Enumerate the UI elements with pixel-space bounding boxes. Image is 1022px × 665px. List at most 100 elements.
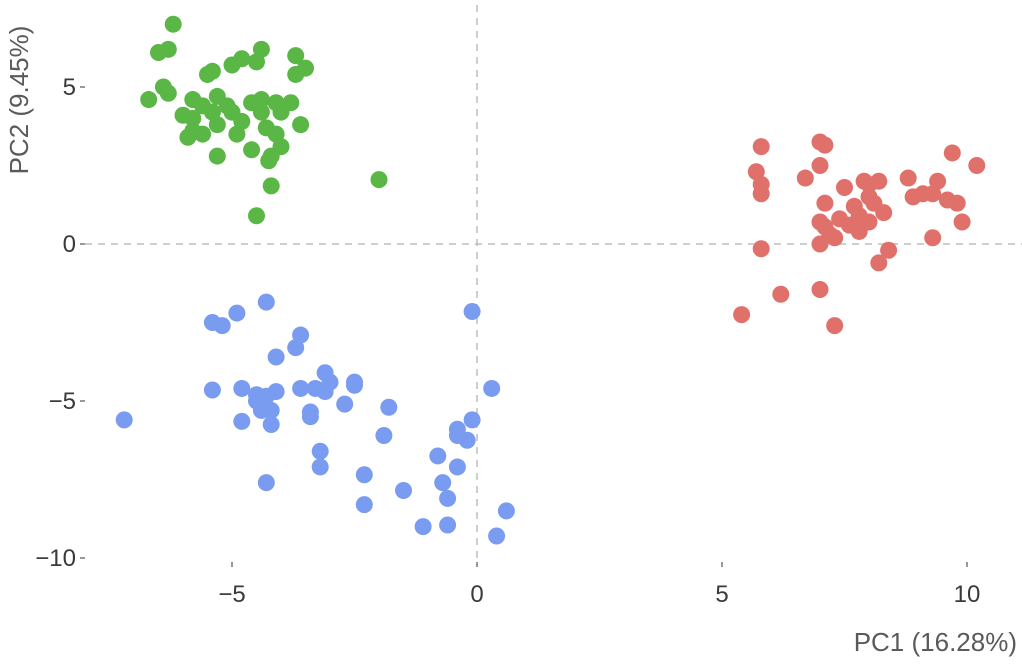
data-point <box>772 285 790 303</box>
y-tick-label: 0 <box>63 231 76 258</box>
data-point <box>257 293 275 311</box>
data-point <box>816 218 834 236</box>
y-axis-title: PC2 (9.45%) <box>4 26 34 175</box>
data-point <box>252 103 270 121</box>
data-point <box>826 317 844 335</box>
x-tick-label: 10 <box>954 581 981 608</box>
data-point <box>816 136 834 154</box>
data-point <box>287 339 305 357</box>
data-point <box>463 411 481 429</box>
data-point <box>752 185 770 203</box>
data-point <box>811 235 829 253</box>
x-tick-label: −5 <box>218 581 245 608</box>
data-point <box>880 241 898 259</box>
data-point <box>355 466 373 484</box>
axes: −5 0 5 10 −10 −5 0 5 <box>35 74 980 608</box>
data-point <box>375 427 393 445</box>
data-point <box>311 458 329 476</box>
data-point <box>811 281 829 299</box>
data-point <box>899 169 917 187</box>
data-point <box>811 157 829 174</box>
data-point <box>924 229 942 247</box>
data-point <box>826 229 844 247</box>
y-tick-label: 5 <box>63 74 76 101</box>
data-point <box>262 177 280 195</box>
data-point <box>752 240 770 258</box>
data-point <box>395 481 412 499</box>
data-point <box>943 144 961 162</box>
data-point <box>870 172 888 190</box>
data-point <box>816 194 834 212</box>
data-point <box>257 474 275 492</box>
data-point <box>870 254 888 272</box>
data-point <box>904 188 922 206</box>
data-point <box>223 56 241 74</box>
data-point <box>292 116 310 134</box>
data-point <box>301 408 319 426</box>
data-point <box>336 395 354 413</box>
x-axis-title: PC1 (16.28%) <box>854 627 1017 657</box>
data-point <box>262 401 280 419</box>
data-point <box>292 379 310 397</box>
data-point <box>164 15 182 33</box>
data-points <box>115 15 986 545</box>
data-point <box>875 204 893 222</box>
data-point <box>924 185 942 203</box>
data-point <box>208 116 226 134</box>
data-point <box>434 474 452 492</box>
data-point <box>483 379 501 397</box>
data-point <box>458 431 476 449</box>
data-point <box>463 303 481 321</box>
data-point <box>203 381 221 399</box>
data-point <box>855 172 873 190</box>
data-point <box>488 527 506 545</box>
data-point <box>836 178 853 196</box>
y-tick-label: −5 <box>49 388 76 415</box>
data-point <box>346 376 363 394</box>
data-point <box>243 141 261 159</box>
data-point <box>260 152 278 170</box>
data-point <box>213 317 231 335</box>
x-tick-label: 0 <box>470 581 483 608</box>
data-point <box>439 489 457 507</box>
data-point <box>248 53 265 71</box>
data-point <box>316 383 334 401</box>
reference-lines <box>85 5 1022 565</box>
data-point <box>159 84 177 102</box>
data-point <box>252 91 270 109</box>
data-point <box>272 103 290 121</box>
data-point <box>208 147 226 165</box>
data-point <box>860 188 878 206</box>
data-point <box>850 222 868 240</box>
data-point <box>267 348 285 366</box>
data-point <box>287 65 305 83</box>
data-point <box>414 518 432 536</box>
data-point <box>228 304 246 322</box>
data-point <box>429 447 447 465</box>
y-tick-label: −10 <box>35 545 76 572</box>
data-point <box>380 398 398 416</box>
data-point <box>184 109 202 127</box>
data-point <box>953 213 971 231</box>
data-point <box>370 171 388 189</box>
data-point <box>311 442 329 460</box>
data-point <box>948 194 966 212</box>
data-point <box>115 411 133 429</box>
data-point <box>159 40 177 58</box>
data-point <box>194 125 212 143</box>
x-tick-label: 5 <box>715 581 728 608</box>
data-point <box>968 157 986 174</box>
data-point <box>262 416 280 434</box>
data-point <box>179 128 197 146</box>
data-point <box>497 502 515 520</box>
data-point <box>199 65 216 83</box>
data-point <box>287 47 305 65</box>
data-point <box>140 91 158 109</box>
data-point <box>752 138 770 156</box>
data-point <box>355 496 373 514</box>
data-point <box>228 125 246 143</box>
data-point <box>233 379 251 397</box>
data-point <box>439 516 457 534</box>
data-point <box>248 207 265 225</box>
